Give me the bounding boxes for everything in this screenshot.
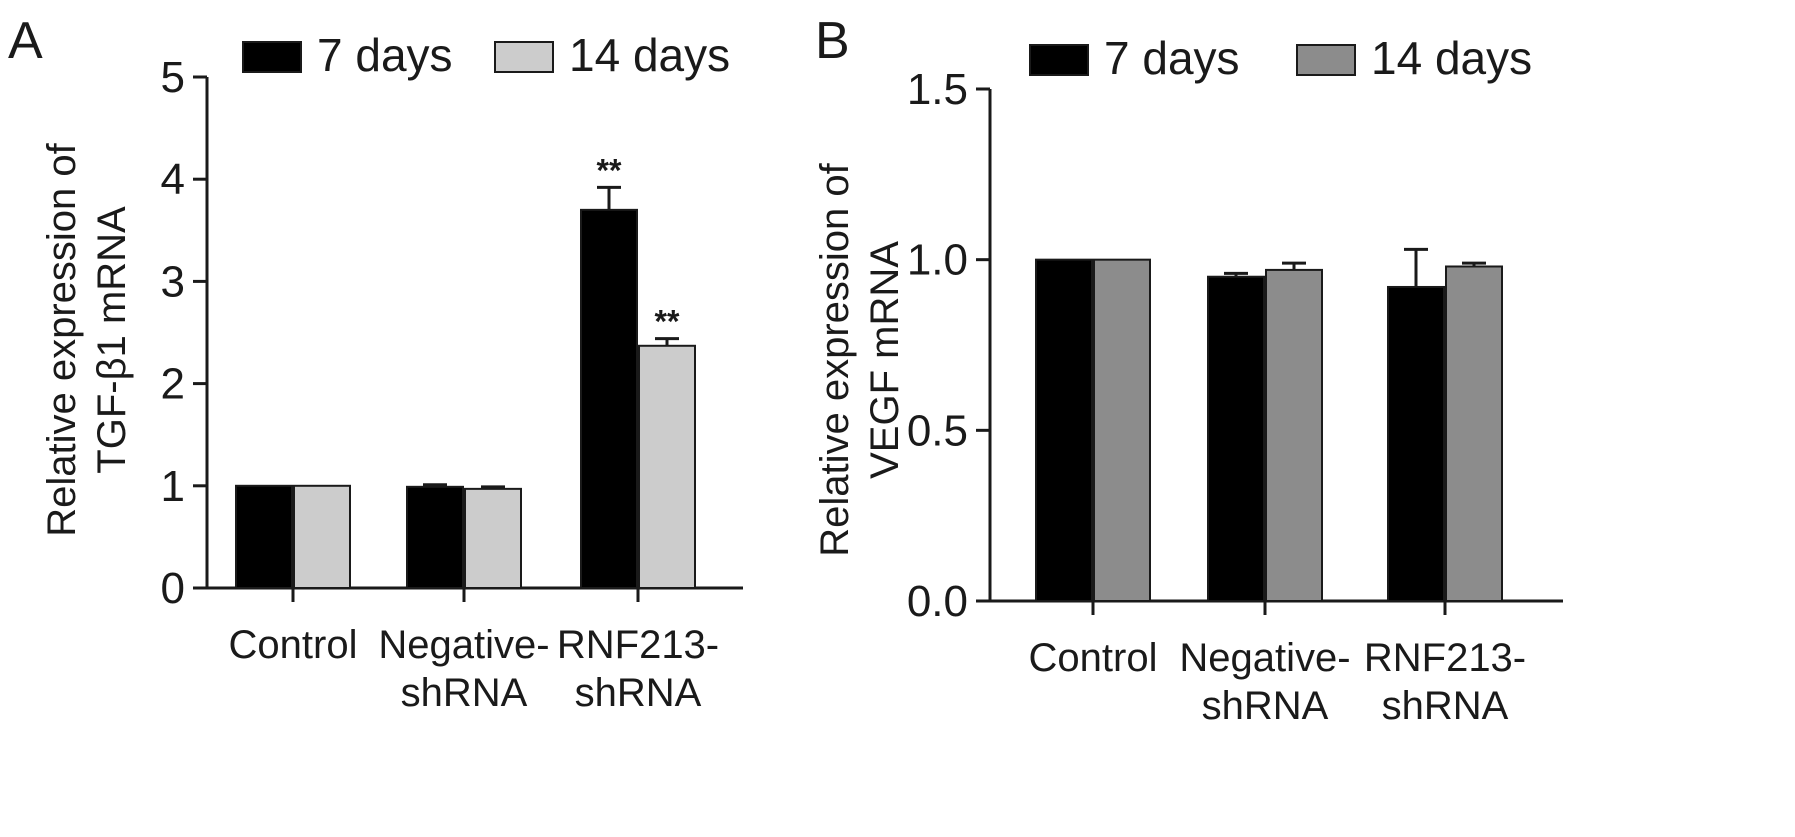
legend-swatch [1029, 44, 1089, 76]
legend-swatch [494, 41, 554, 73]
y-tick-label: 0.5 [907, 406, 968, 455]
legend: 7 days 14 days [1029, 32, 1532, 84]
y-axis-title: Relative expression of VEGF mRNA [813, 162, 907, 556]
legend-label: 14 days [1371, 32, 1532, 84]
category-label: Control [229, 623, 358, 667]
bar [406, 485, 464, 589]
y-tick-label: 1.0 [907, 236, 968, 285]
category-label-line: Negative- [1179, 636, 1350, 680]
bar [1445, 265, 1503, 602]
category-label: Negative-shRNA [378, 623, 549, 715]
bar [1265, 268, 1323, 602]
y-axis-title: Relative expression of TGF-β1 mRNA [40, 142, 134, 536]
category-label-line: shRNA [401, 671, 528, 715]
legend-label: 14 days [569, 29, 730, 81]
category-label: Control [1029, 636, 1158, 680]
category-label-line: RNF213- [557, 623, 719, 667]
bar [1093, 258, 1151, 602]
panel-letter: B [815, 12, 850, 70]
panel-letter: A [8, 12, 43, 70]
y-axis-title-line: TGF-β1 mRNA [90, 206, 134, 474]
significance-marker: ** [655, 304, 680, 340]
legend-swatch [242, 41, 302, 73]
y-tick-label: 4 [161, 155, 185, 204]
category-label-line: shRNA [1202, 684, 1329, 728]
category-label-line: Control [229, 623, 358, 667]
legend: 7 days 14 days [242, 29, 730, 81]
bar [464, 487, 522, 589]
category-label-line: Negative- [378, 623, 549, 667]
category-label: Negative-shRNA [1179, 636, 1350, 728]
bar [1207, 275, 1265, 602]
y-tick-label: 2 [161, 360, 185, 409]
y-axis-title-line: VEGF mRNA [863, 241, 907, 479]
legend-label: 7 days [317, 29, 453, 81]
category-label: RNF213-shRNA [1364, 636, 1526, 728]
category-label-line: Control [1029, 636, 1158, 680]
bar [580, 208, 638, 590]
bar [235, 484, 293, 589]
legend-swatch [1296, 44, 1356, 76]
bar [293, 484, 351, 589]
y-tick-label: 0.0 [907, 577, 968, 626]
y-tick-label: 5 [161, 53, 185, 102]
category-label-line: shRNA [575, 671, 702, 715]
bar [638, 344, 696, 590]
category-label: RNF213-shRNA [557, 623, 719, 715]
y-tick-label: 1.5 [907, 65, 968, 114]
y-tick-label: 0 [161, 564, 185, 613]
category-label-line: shRNA [1382, 684, 1509, 728]
y-tick-label: 1 [161, 462, 185, 511]
bar [1387, 285, 1445, 602]
significance-marker: ** [597, 152, 622, 188]
y-tick-label: 3 [161, 257, 185, 306]
panel-a-tgf-b1-chart: A 0 1 2 3 4 5 Relative expression of TGF-β1 mRNA… [8, 12, 743, 715]
legend-label: 7 days [1104, 32, 1240, 84]
y-axis-title-line: Relative expression of [40, 142, 84, 536]
bar [1035, 258, 1093, 602]
y-axis-title-line: Relative expression of [813, 162, 857, 556]
category-label-line: RNF213- [1364, 636, 1526, 680]
